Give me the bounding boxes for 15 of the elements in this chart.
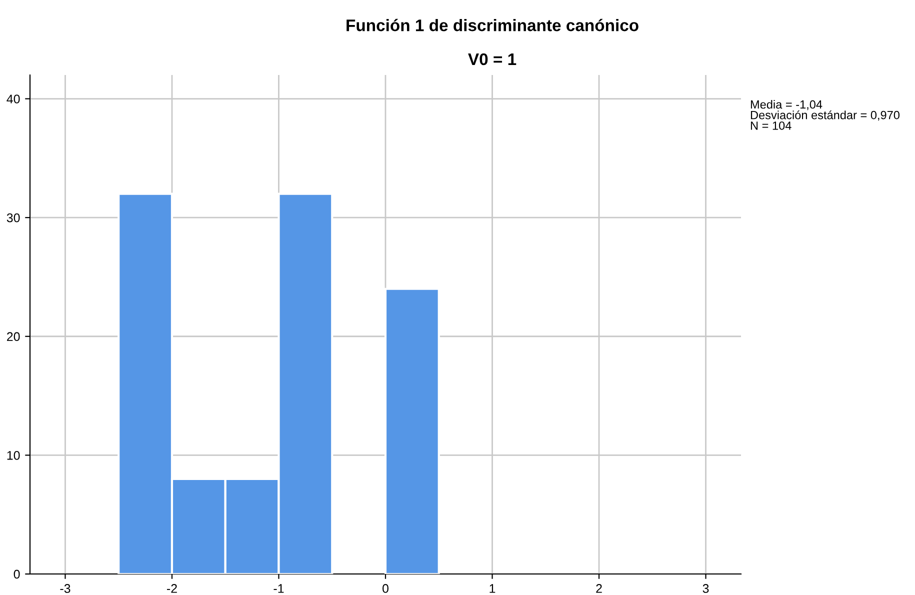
- text: Media = -1,04 Desviación estándar = 0,970 N = 104: [750, 100, 900, 130]
- x-tick-label: -3: [60, 584, 70, 593]
- y-tick-label: 30: [6, 213, 20, 222]
- x-tick-label: -1: [274, 584, 284, 593]
- x-tick-label: 0: [382, 584, 388, 593]
- x-tick-label: 3: [702, 584, 709, 593]
- y-tick-label: 10: [7, 450, 20, 460]
- x-tick-label: 1: [490, 584, 496, 593]
- chart-subtitle: V0 = 1: [468, 53, 516, 66]
- y-tick-label: 0: [14, 570, 20, 579]
- chart-title: Función 1 de discriminante canónico: [346, 18, 638, 32]
- x-tick-label: -2: [166, 584, 177, 593]
- y-tick-label: 40: [6, 94, 20, 104]
- x-tick-label: 2: [596, 584, 602, 593]
- y-tick-label: 20: [7, 332, 20, 342]
